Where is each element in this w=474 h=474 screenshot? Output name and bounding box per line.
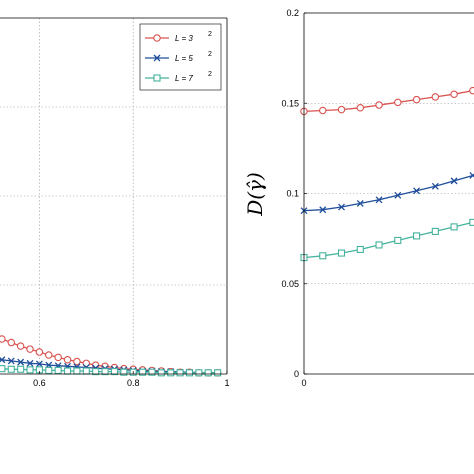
data-point <box>394 98 402 107</box>
data-point <box>0 356 6 364</box>
data-point <box>431 93 440 101</box>
data-point <box>469 171 474 179</box>
data-point <box>45 351 53 359</box>
data-point <box>157 369 165 377</box>
data-point <box>45 366 53 374</box>
data-point <box>431 182 439 190</box>
y-axis-label: D(γ̂) <box>243 172 267 217</box>
legend-superscript: 2 <box>208 31 212 38</box>
data-point <box>319 252 327 260</box>
data-point <box>469 86 474 95</box>
data-point <box>73 357 81 366</box>
data-point <box>0 335 6 343</box>
data-point <box>450 177 458 185</box>
data-point <box>319 206 327 214</box>
data-point <box>7 338 16 347</box>
data-point <box>214 369 222 377</box>
y-tick-label: 0.15 <box>281 98 299 108</box>
data-point <box>63 356 72 364</box>
data-point <box>148 368 156 376</box>
y-tick-label: 0.05 <box>281 279 299 289</box>
left-chart: 0.6 0.8 1 L = 3 2 L = 5 2 L = 7 2 <box>0 17 230 388</box>
legend-entry-2: L = 5 2 <box>145 51 212 63</box>
data-point <box>356 199 364 207</box>
x-tick-label: 0.8 <box>127 378 140 388</box>
data-point <box>73 367 81 375</box>
data-point <box>7 365 15 373</box>
data-point <box>101 368 109 376</box>
x-tick-label: 0.6 <box>33 378 46 388</box>
y-tick-label: 0 <box>294 369 299 379</box>
data-point <box>167 369 175 377</box>
legend-swatch-marker <box>153 34 161 42</box>
y-tick-label: 0.2 <box>286 8 299 18</box>
x-tick-label: 0 <box>301 378 306 388</box>
data-point <box>35 360 43 368</box>
data-point <box>413 232 421 240</box>
data-point <box>195 369 203 377</box>
legend: L = 3 2 L = 5 2 L = 7 2 <box>139 23 222 91</box>
data-point <box>139 368 147 376</box>
legend-superscript: 2 <box>208 51 212 58</box>
data-point <box>17 358 25 366</box>
legend-superscript: 2 <box>208 71 212 78</box>
data-point <box>26 366 34 374</box>
data-point <box>54 366 62 374</box>
data-point <box>35 348 44 356</box>
legend-entry-1: L = 3 2 <box>145 31 212 43</box>
data-point <box>26 359 34 367</box>
data-point <box>0 365 6 373</box>
data-point <box>185 369 194 377</box>
data-point <box>375 241 383 249</box>
data-point <box>120 368 128 376</box>
data-point <box>469 218 474 226</box>
data-point <box>63 367 72 375</box>
data-point <box>412 95 421 104</box>
data-point <box>337 249 346 257</box>
series-2 <box>300 171 474 215</box>
data-point <box>413 187 421 195</box>
data-point <box>176 369 184 377</box>
data-point <box>7 357 15 365</box>
y-tick-label: 0.1 <box>286 189 299 199</box>
legend-label: L = 3 <box>175 34 193 43</box>
data-point <box>92 368 100 376</box>
x-tick-label: 1 <box>224 378 229 388</box>
legend-label: L = 7 <box>175 74 193 83</box>
data-point <box>82 367 90 375</box>
series-1 <box>300 86 474 116</box>
data-point <box>54 353 62 362</box>
data-point <box>450 90 458 98</box>
right-chart: 00.200.050.10.150.2D(γ̂) <box>243 8 474 388</box>
data-point <box>394 236 402 244</box>
data-point <box>82 359 91 368</box>
data-point <box>394 191 402 199</box>
data-point <box>319 106 327 115</box>
legend-entry-3: L = 7 2 <box>145 71 212 83</box>
data-point <box>431 227 439 235</box>
data-point <box>26 345 34 353</box>
data-point <box>356 104 365 112</box>
data-point <box>110 368 118 376</box>
data-point <box>338 203 345 211</box>
series-3 <box>300 218 474 262</box>
legend-swatch-marker <box>153 74 161 82</box>
data-point <box>450 223 458 231</box>
data-point <box>204 369 212 377</box>
legend-label: L = 5 <box>175 54 193 63</box>
legend-swatch-marker <box>153 54 161 62</box>
data-point <box>375 101 383 109</box>
data-point <box>375 196 383 204</box>
data-point <box>17 365 25 373</box>
data-point <box>356 245 364 254</box>
series-line <box>303 174 474 212</box>
data-point <box>16 342 25 350</box>
data-point <box>337 105 346 114</box>
